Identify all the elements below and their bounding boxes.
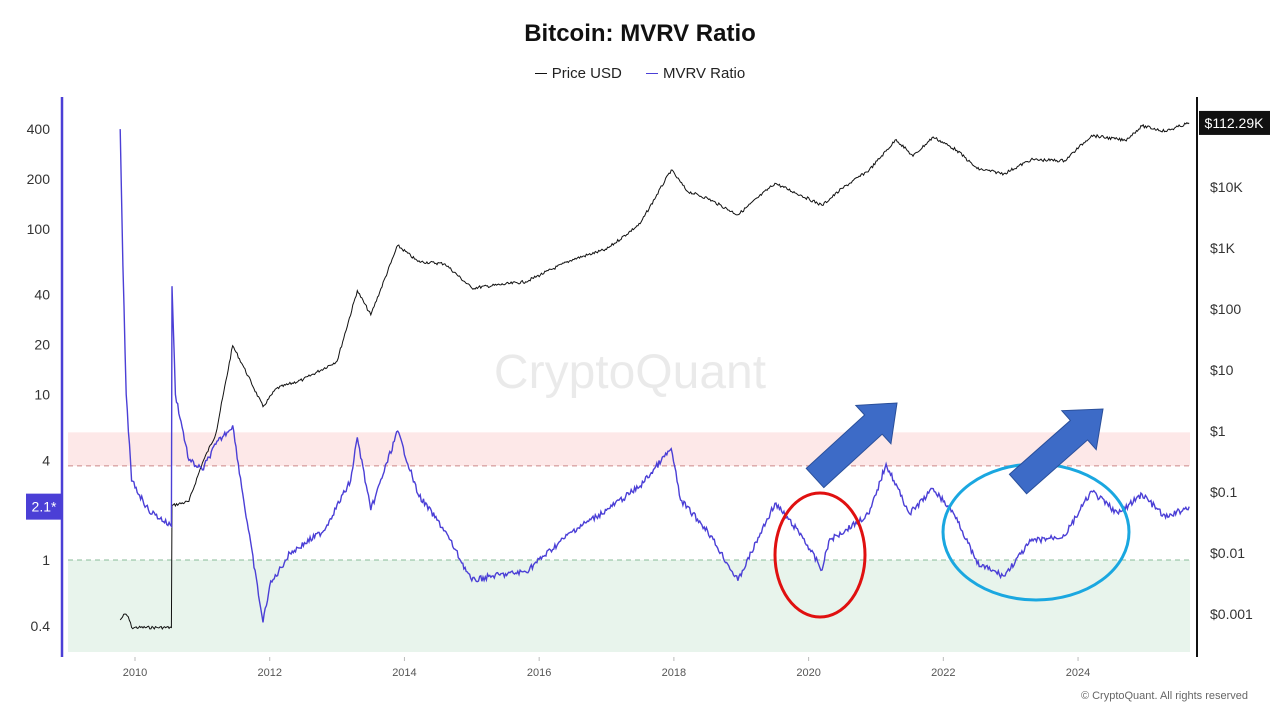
mvrv-current-label: 2.1* (32, 499, 57, 515)
legend-label-price: Price USD (551, 64, 622, 82)
left-tick-label: 200 (27, 171, 51, 187)
right-tick-label: $0.1 (1210, 484, 1237, 500)
legend-item-price[interactable]: Price USD (534, 64, 622, 82)
legend-swatch-mvrv (645, 72, 658, 74)
x-tick-label: 2012 (257, 667, 281, 679)
legend-item-mvrv[interactable]: MVRV Ratio (645, 64, 746, 82)
left-tick-label: 1 (42, 552, 50, 568)
left-tick-label: 4 (42, 452, 50, 468)
copyright: © CryptoQuant. All rights reserved (1080, 690, 1248, 702)
x-tick-label: 2010 (123, 667, 147, 679)
legend-label-mvrv: MVRV Ratio (662, 64, 746, 82)
right-tick-label: $100 (1210, 301, 1241, 317)
up-arrow-annotation (1008, 408, 1104, 495)
legend: Price USD MVRV Ratio (0, 61, 1280, 82)
price-current-label: $112.29K (1205, 115, 1265, 131)
left-tick-label: 400 (27, 121, 51, 137)
red-circle-annotation (773, 491, 867, 619)
x-tick-label: 2022 (931, 667, 955, 679)
price-series-line (119, 122, 1190, 631)
chart-title: Bitcoin: MVRV Ratio (524, 20, 756, 47)
price-current-badge (1199, 110, 1270, 135)
right-tick-label: $0.001 (1210, 606, 1253, 622)
x-tick-label: 2018 (662, 667, 686, 679)
left-tick-label: 100 (27, 221, 51, 237)
right-tick-label: $0.01 (1210, 545, 1245, 561)
undervalued-zone (68, 560, 1190, 652)
watermark: CryptoQuant (494, 346, 766, 399)
right-tick-label: $1 (1210, 423, 1226, 439)
mvrv-current-badge (26, 493, 62, 520)
left-tick-label: 40 (34, 287, 50, 303)
x-tick-label: 2014 (392, 667, 416, 679)
legend-swatch-price (534, 72, 547, 74)
right-tick-label: $1K (1210, 240, 1236, 256)
overvalued-zone (68, 432, 1190, 466)
left-tick-label: 10 (34, 386, 50, 402)
x-tick-label: 2020 (796, 667, 820, 679)
x-tick-label: 2016 (527, 667, 551, 679)
right-tick-label: $10K (1210, 179, 1243, 195)
left-tick-label: 20 (34, 337, 50, 353)
x-tick-label: 2024 (1066, 667, 1090, 679)
mvrv-series-line (119, 129, 1190, 623)
up-arrow-annotation (805, 402, 898, 489)
right-tick-label: $10 (1210, 362, 1234, 378)
left-tick-label: 0.4 (31, 618, 51, 634)
